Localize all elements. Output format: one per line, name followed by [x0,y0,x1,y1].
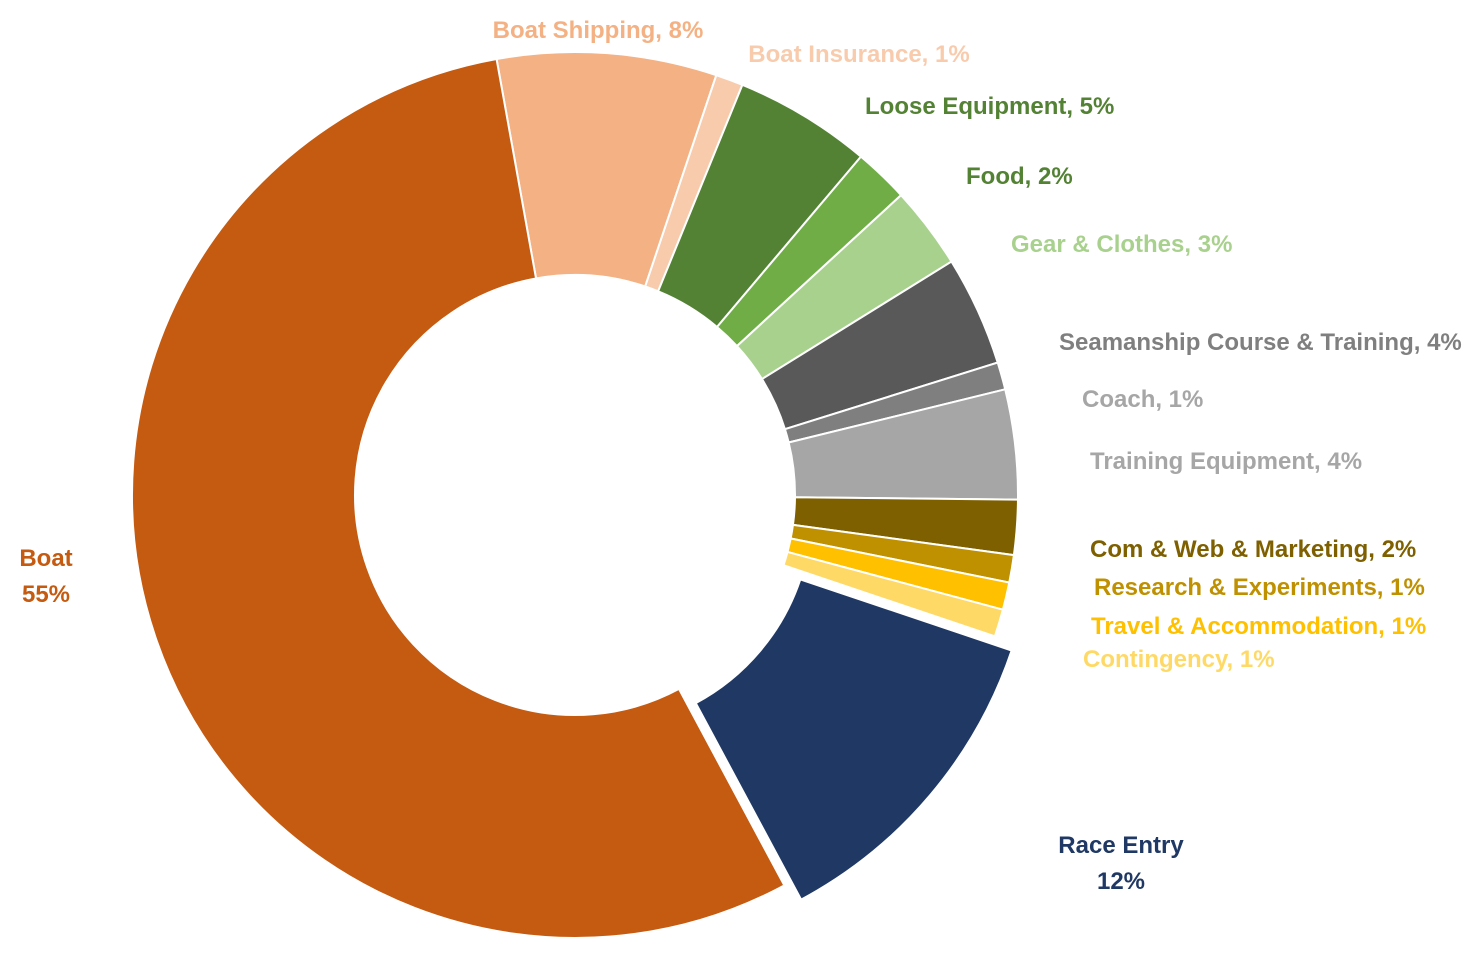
label-training-equipment: Training Equipment, 4% [1090,448,1362,475]
slice-race-entry [694,578,1013,901]
label-food: Food, 2% [966,163,1073,190]
label-boat-percent: 55% [22,581,70,608]
slice-contingency [782,550,1005,638]
labels-group: Boat Shipping, 8% Boat Insurance, 1% Loose… [19,17,1461,895]
label-seamanship-course-and-training: Seamanship Course & Training, 4% [1059,329,1462,356]
label-gear-and-clothes: Gear & Clothes, 3% [1011,231,1232,258]
label-travel-and-accommodation: Travel & Accommodation, 1% [1091,613,1426,640]
slice-boat [131,57,786,939]
label-boat-insurance: Boat Insurance, 1% [748,41,969,68]
label-coach: Coach, 1% [1082,386,1203,413]
label-loose-equipment: Loose Equipment, 5% [865,93,1114,120]
label-com-and-web-and-marketing: Com & Web & Marketing, 2% [1090,536,1416,563]
label-research-and-experiments: Research & Experiments, 1% [1094,574,1425,601]
label-race-entry: Race Entry [1058,832,1184,859]
label-boat: Boat [19,545,72,572]
label-contingency: Contingency, 1% [1083,646,1275,673]
slices-group [131,51,1019,939]
label-race-entry-percent: 12% [1097,868,1145,895]
label-boat-shipping: Boat Shipping, 8% [493,17,704,44]
